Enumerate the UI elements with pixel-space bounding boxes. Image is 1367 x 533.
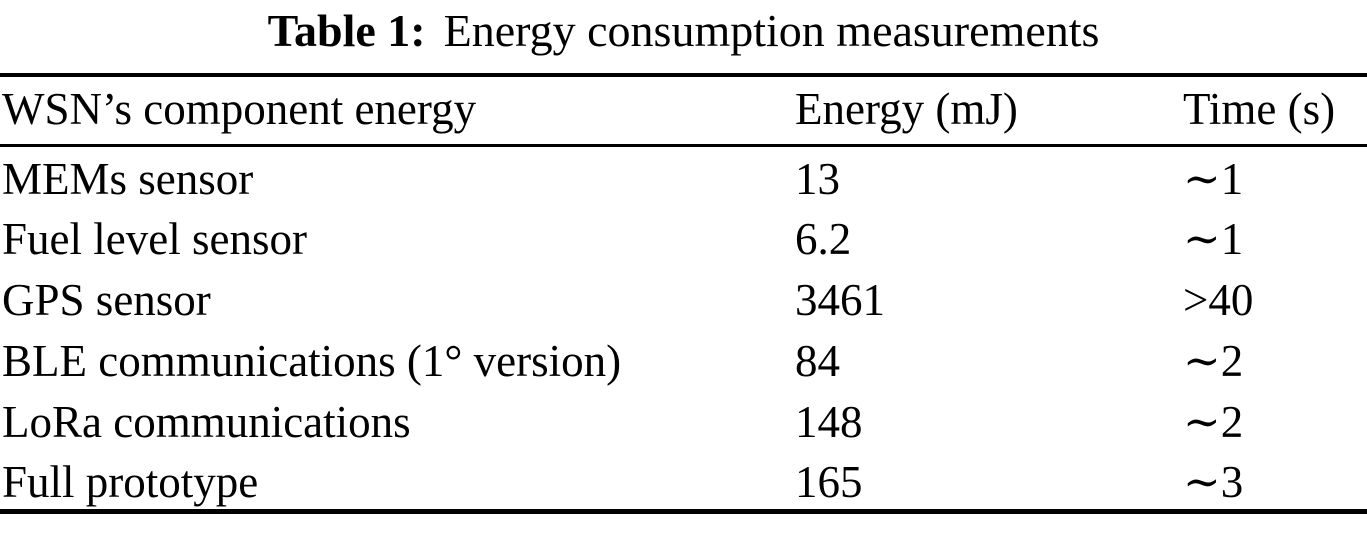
cell-energy: 165	[795, 457, 863, 507]
cell-component: Full prototype	[2, 457, 259, 507]
cell-time: ∼3	[1183, 457, 1244, 507]
cell-energy: 148	[795, 397, 863, 448]
cell-energy: 3461	[795, 275, 885, 326]
table-caption: Table 1: Energy consumption measurements	[0, 0, 1367, 73]
cell-energy: 84	[795, 336, 840, 387]
cell-component: BLE communications (1° version)	[2, 336, 622, 387]
cell-component: GPS sensor	[2, 275, 211, 326]
table-header-row: WSN’s component energy Energy (mJ) Time …	[0, 75, 1367, 147]
table-row: Fuel level sensor 6.2 ∼1	[0, 206, 1367, 267]
table-row: LoRa communications 148 ∼2	[0, 389, 1367, 450]
cell-time: ∼2	[1183, 397, 1244, 448]
table-row: MEMs sensor 13 ∼1	[0, 145, 1367, 206]
cell-time: ∼1	[1183, 214, 1244, 265]
column-header-component: WSN’s component energy	[0, 75, 795, 147]
cell-time: >40	[1183, 275, 1254, 326]
cell-energy: 6.2	[795, 214, 852, 265]
table-row: Full prototype 165 ∼3	[0, 450, 1367, 511]
cell-component: MEMs sensor	[2, 153, 254, 204]
table-row: BLE communications (1° version) 84 ∼2	[0, 328, 1367, 389]
energy-consumption-table: WSN’s component energy Energy (mJ) Time …	[0, 73, 1367, 514]
table-caption-title: Energy consumption measurements	[443, 5, 1100, 56]
cell-component: LoRa communications	[2, 397, 411, 448]
column-header-time: Time (s)	[1183, 75, 1367, 147]
column-header-energy: Energy (mJ)	[795, 75, 1183, 147]
cell-component: Fuel level sensor	[2, 214, 307, 265]
cell-time: ∼2	[1183, 336, 1244, 387]
table-row: GPS sensor 3461 >40	[0, 267, 1367, 328]
table-caption-label: Table 1:	[267, 5, 426, 56]
cell-time: ∼1	[1183, 153, 1244, 204]
cell-energy: 13	[795, 153, 840, 204]
